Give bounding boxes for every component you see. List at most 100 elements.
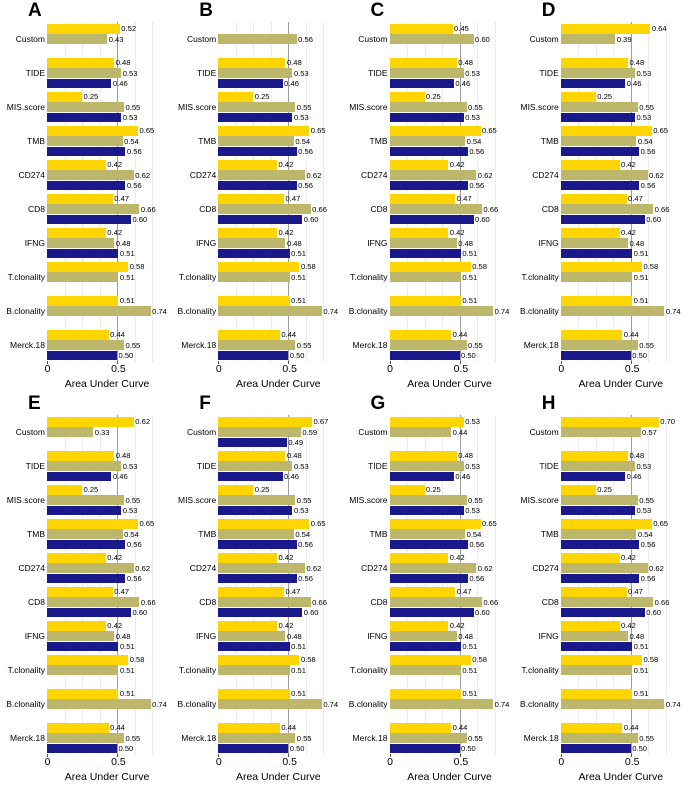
bar-navy-series (218, 437, 287, 448)
bar-khaki-series (389, 529, 466, 539)
bar-khaki-series (560, 461, 635, 471)
bar-slot: 0.56 (218, 573, 338, 584)
category-label-CD274: CD274 (532, 563, 559, 573)
bar-slot (390, 44, 510, 54)
axis-tick-label: 0.5 (282, 363, 298, 375)
bar-value-label: 0.55 (639, 495, 655, 505)
bar-value-label: 0.65 (139, 126, 155, 136)
bar-value-label: 0.65 (482, 519, 497, 529)
plot-area: Custom TIDE MIS.score TMB CD274 CD8 IFNG T.clon… (514, 22, 685, 362)
bar-navy-series (47, 248, 119, 259)
bar-group-CD274: 0.42 0.62 0.56 (218, 158, 338, 192)
bar-value-label: 0.47 (285, 194, 301, 204)
bar-slot: 0.42 (47, 227, 167, 238)
minor-gridline (305, 22, 307, 362)
bar-slot: 0.48 (560, 450, 681, 461)
bar-value-label: 0.65 (139, 519, 155, 529)
minor-gridline (494, 22, 496, 362)
bar-slot: 0.46 (560, 78, 681, 89)
bar-slot: 0.47 (389, 193, 510, 204)
bar-khaki-series (389, 495, 467, 505)
category-label-T.clonality: T.clonality (7, 272, 45, 282)
bar-group-TIDE: 0.48 0.53 0.46 (389, 56, 510, 90)
bar-khaki-series (218, 340, 296, 350)
bar-gold-series (560, 125, 652, 136)
bar-gold-series (218, 620, 278, 631)
bar-navy-series (389, 248, 461, 259)
major-gridline-0.5 (630, 415, 632, 755)
bar-slot: 0.47 (218, 586, 338, 597)
minor-gridline (665, 22, 667, 362)
x-axis-title: Area Under Curve (235, 378, 321, 390)
bar-slot: 0.55 (389, 733, 510, 743)
bar-value-label: 0.60 (646, 607, 662, 617)
bar-gold-series (560, 586, 627, 597)
bar-slot (47, 44, 167, 54)
bar-slot: 0.55 (389, 495, 510, 505)
axis-tick-mark (47, 361, 48, 364)
category-label-TIDE: TIDE (539, 461, 559, 471)
bar-group-TMB: 0.65 0.54 0.56 (389, 124, 510, 158)
minor-gridline (270, 415, 272, 755)
bar-slot: 0.51 (389, 248, 510, 259)
bar-value-label: 0.48 (115, 238, 131, 248)
bar-navy-series (389, 641, 461, 652)
bar-gold-series (47, 125, 138, 136)
bar-value-label: 0.58 (472, 655, 487, 665)
bar-slot: 0.66 (560, 204, 681, 214)
bar-slot: 0.56 (560, 146, 681, 157)
bar-group-CD8: 0.47 0.66 0.60 (389, 192, 510, 226)
bar-value-label: 0.39 (616, 34, 632, 44)
bar-slot: 0.25 (389, 484, 510, 495)
bar-navy-series (560, 641, 633, 652)
bar-slot: 0.60 (218, 214, 338, 225)
x-axis: 0 0.5 (558, 361, 681, 376)
bar-value-label: 0.50 (289, 743, 305, 753)
bar-khaki-series (218, 461, 293, 471)
bar-slot: 0.46 (560, 471, 681, 482)
bar-value-label: 0.42 (621, 160, 636, 170)
bar-group-MIS.score: 0.25 0.55 0.53 (389, 483, 510, 517)
bar-khaki-series (47, 102, 124, 112)
bar-khaki-series (560, 204, 654, 214)
category-label-B.clonality: B.clonality (520, 306, 559, 316)
bar-navy-series (560, 78, 626, 89)
bar-slot: 0.44 (218, 329, 338, 340)
bars-area: 0.45 0.60 0.48 0.53 0.46 0.25 0.55 0.53 0.65 0.54… (389, 22, 510, 362)
bar-slot: 0.50 (560, 743, 681, 754)
bar-slot: 0.56 (47, 573, 167, 584)
bar-value-label: 0.66 (654, 597, 670, 607)
bar-group-TIDE: 0.48 0.53 0.46 (47, 56, 167, 90)
bar-group-TMB: 0.65 0.54 0.56 (47, 124, 167, 158)
bar-value-label: 0.50 (118, 350, 134, 360)
bar-gold-series (560, 91, 596, 102)
bar-gold-series (218, 193, 285, 204)
bar-navy-series (560, 180, 640, 191)
category-label-TMB: TMB (369, 529, 388, 539)
category-label-Merck.18: Merck.18 (352, 340, 388, 350)
bar-gold-series (218, 295, 290, 306)
bar-value-label: 0.25 (426, 485, 441, 495)
bar-gold-series (560, 23, 651, 34)
bar-slot: 0.51 (218, 295, 338, 306)
minor-gridline (235, 415, 237, 755)
bar-navy-series (389, 743, 460, 754)
bar-slot: 0.53 (560, 68, 681, 78)
bar-value-label: 0.55 (125, 495, 141, 505)
bar-value-label: 0.48 (286, 58, 302, 68)
panel-letter: E (28, 393, 41, 414)
bar-khaki-series (560, 238, 628, 248)
bar-khaki-series (47, 495, 124, 505)
category-label-B.clonality: B.clonality (520, 699, 559, 709)
bar-group-Merck.18: 0.44 0.55 0.50 (389, 721, 510, 755)
bar-group-TMB: 0.65 0.54 0.56 (47, 517, 167, 551)
bar-value-label: 0.56 (126, 573, 142, 583)
bar-group-Custom: 0.70 0.57 (560, 415, 681, 449)
bar-value-label: 0.47 (114, 194, 130, 204)
bar-value-label: 0.47 (285, 587, 301, 597)
bar-value-label: 0.51 (462, 272, 478, 282)
minor-gridline (595, 22, 597, 362)
bar-group-IFNG: 0.42 0.48 0.51 (560, 619, 681, 653)
bar-gold-series (218, 722, 280, 733)
